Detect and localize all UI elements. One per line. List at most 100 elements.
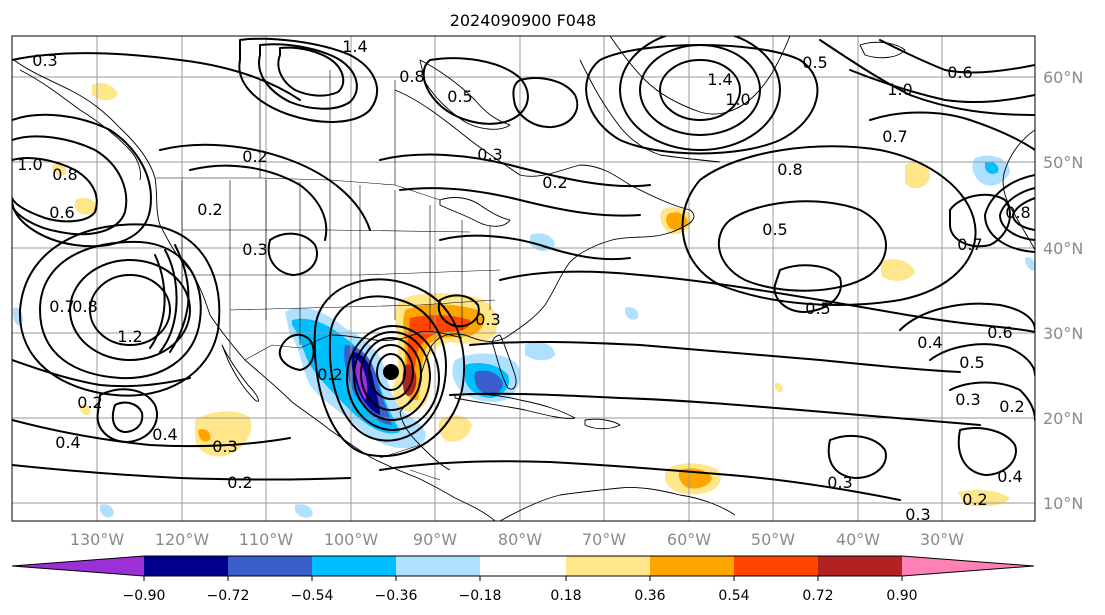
contour-label: 0.3 bbox=[827, 473, 852, 492]
colorbar-tick-label: 0.90 bbox=[886, 588, 917, 604]
contour-label: 0.2 bbox=[542, 173, 567, 192]
map-area: 0.3 0.2 0.3 0.2 0.6 0.8 1.0 0.7 0.8 1.2 … bbox=[12, 36, 1035, 524]
contour-label: 0.8 bbox=[777, 160, 802, 179]
hurricane-contours bbox=[313, 278, 466, 458]
contour-label: 0.3 bbox=[242, 240, 267, 259]
colorbar-segment bbox=[818, 556, 902, 576]
us-state-borders-vertical bbox=[181, 180, 491, 360]
colorbar-segment bbox=[396, 556, 480, 576]
colorbar-tick-label: −0.72 bbox=[207, 588, 250, 604]
colorbar-tick-label: 0.72 bbox=[802, 588, 833, 604]
colorbar-extend-min bbox=[12, 556, 144, 576]
contour-labels: 0.3 0.2 0.3 0.2 0.6 0.8 1.0 0.7 0.8 1.2 … bbox=[17, 37, 1030, 524]
colorbar-tick-label: −0.36 bbox=[375, 588, 418, 604]
contour-label: 0.5 bbox=[802, 53, 827, 72]
europe-west bbox=[1002, 129, 1035, 251]
alaska-contours bbox=[12, 113, 152, 248]
neg-patch-mid-atlantic-coast bbox=[530, 233, 555, 252]
contour-label: 0.3 bbox=[32, 51, 57, 70]
us-state-borders-horizontal bbox=[182, 229, 501, 311]
pos-patch-azores bbox=[880, 259, 915, 281]
contour-label: 0.2 bbox=[962, 490, 987, 509]
contour-label: 0.7 bbox=[49, 297, 74, 316]
colorbar-tick-label: −0.54 bbox=[291, 588, 334, 604]
lat-label: 40°N bbox=[1043, 239, 1083, 258]
north-atlantic-contours bbox=[585, 36, 1035, 253]
neg-patch-small-6 bbox=[1025, 257, 1035, 271]
contour-label: 0.2 bbox=[77, 393, 102, 412]
south-america-north bbox=[499, 487, 736, 521]
colorbar-segment bbox=[144, 556, 228, 576]
contour-label: 0.5 bbox=[762, 220, 787, 239]
pos-patch-pacific-core bbox=[198, 429, 211, 442]
cuba bbox=[454, 393, 576, 419]
iceland bbox=[859, 41, 906, 59]
lon-label: 30°W bbox=[920, 530, 964, 549]
lat-label: 20°N bbox=[1043, 409, 1083, 428]
gridlines bbox=[12, 36, 1035, 521]
figure-title: 2024090900 F048 bbox=[450, 11, 597, 30]
neg-patch-east-blue bbox=[474, 370, 503, 395]
pos-patch-ne-pacific bbox=[75, 198, 98, 215]
contour-label: 0.4 bbox=[55, 433, 80, 452]
canada-contours bbox=[238, 37, 579, 129]
latitude-labels: 60°N 50°N 40°N 30°N 20°N 10°N bbox=[1043, 68, 1083, 513]
pos-patch-small-1 bbox=[52, 164, 67, 176]
contour-label: 0.2 bbox=[197, 200, 222, 219]
lon-label: 40°W bbox=[836, 530, 880, 549]
lat-label: 60°N bbox=[1043, 68, 1083, 87]
contour-label: 0.8 bbox=[52, 165, 77, 184]
contours bbox=[12, 36, 1035, 501]
contour-label: 0.5 bbox=[959, 353, 984, 372]
lat-label: 30°N bbox=[1043, 324, 1083, 343]
contour-label: 0.4 bbox=[997, 467, 1022, 486]
hudson-bay bbox=[419, 59, 511, 130]
colorbar-tick-label: −0.18 bbox=[459, 588, 502, 604]
map-frame bbox=[11, 35, 1036, 522]
colorbar-extend-max bbox=[902, 556, 1034, 576]
colorbar-segment bbox=[650, 556, 734, 576]
great-lakes bbox=[439, 197, 511, 227]
lon-label: 80°W bbox=[498, 530, 542, 549]
pos-patch-red bbox=[407, 315, 471, 390]
atlantic-contours bbox=[681, 145, 977, 313]
contour-label: 0.2 bbox=[242, 147, 267, 166]
coastlines bbox=[13, 36, 1035, 521]
contour-label: 0.3 bbox=[212, 437, 237, 456]
colorbar-tick-label: −0.90 bbox=[123, 588, 166, 604]
neg-patch-small-4 bbox=[100, 504, 114, 518]
colorbar-tick-label: 0.36 bbox=[634, 588, 665, 604]
neg-patch-north-atlantic-core bbox=[985, 161, 999, 174]
colorbar-segment bbox=[480, 556, 566, 576]
contour-label: 1.4 bbox=[342, 37, 367, 56]
colorbar-ticks bbox=[143, 576, 903, 581]
lon-label: 100°W bbox=[324, 530, 379, 549]
baja-california bbox=[221, 344, 259, 402]
contour-label: 1.4 bbox=[707, 70, 732, 89]
contour-label: 0.7 bbox=[882, 127, 907, 146]
contour-label: 0.3 bbox=[905, 505, 930, 524]
lon-label: 50°W bbox=[751, 530, 795, 549]
colorbar-segment bbox=[312, 556, 396, 576]
contour-label: 0.3 bbox=[477, 145, 502, 164]
neg-patch-east-small bbox=[525, 342, 555, 361]
colorbar-tick-labels: −0.90 −0.72 −0.54 −0.36 −0.18 0.18 0.36 … bbox=[123, 588, 918, 604]
contour-label: 1.0 bbox=[887, 80, 912, 99]
neg-patch-small-3 bbox=[295, 504, 313, 518]
contour-label: 0.4 bbox=[152, 425, 177, 444]
lon-label: 130°W bbox=[70, 530, 125, 549]
neg-patch-small-2 bbox=[625, 307, 639, 320]
contour-label: 0.5 bbox=[805, 299, 830, 318]
lon-label: 120°W bbox=[155, 530, 210, 549]
contour-label: 0.6 bbox=[49, 203, 74, 222]
contour-label: 0.8 bbox=[1005, 203, 1030, 222]
colorbar-tick-label: 0.18 bbox=[550, 588, 581, 604]
canada-province-borders bbox=[259, 70, 396, 185]
contour-label: 0.8 bbox=[399, 67, 424, 86]
longitude-labels: 130°W 120°W 110°W 100°W 90°W 80°W 70°W 6… bbox=[70, 530, 964, 549]
lon-label: 90°W bbox=[413, 530, 457, 549]
labrador bbox=[579, 59, 721, 163]
contour-label: 0.3 bbox=[475, 310, 500, 329]
hispaniola bbox=[584, 418, 621, 430]
